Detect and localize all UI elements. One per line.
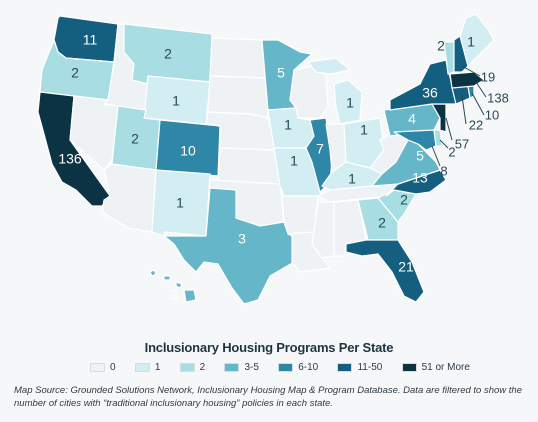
legend-item: 1: [134, 362, 161, 373]
label-WY: 1: [172, 93, 180, 109]
state-NH: [453, 35, 469, 73]
label-OR: 2: [71, 65, 79, 81]
legend-label: 0: [110, 362, 116, 373]
state-MI-up: [307, 57, 351, 75]
label-FL: 21: [398, 259, 414, 275]
label-ME: 1: [467, 34, 475, 50]
label-VT: 2: [437, 38, 445, 54]
label-NH: 19: [481, 69, 495, 84]
legend-swatch: [337, 363, 353, 372]
label-MT: 2: [164, 46, 172, 62]
label-UT: 2: [131, 131, 139, 147]
state-ME: [459, 13, 495, 67]
state-HI: [149, 269, 197, 303]
legend-item: 11-50: [337, 362, 382, 373]
map-source-note: Map Source: Grounded Solutions Network, …: [14, 385, 522, 409]
legend-swatch: [134, 363, 150, 372]
label-CO: 10: [180, 143, 196, 159]
label-MN: 5: [277, 65, 285, 81]
label-TX: 3: [238, 231, 246, 247]
label-NY: 36: [422, 85, 438, 101]
label-WA: 11: [83, 32, 98, 48]
leader-MD: [431, 145, 441, 167]
label-SC: 2: [400, 192, 408, 208]
label-KY: 1: [348, 171, 356, 187]
state-ND: [209, 37, 267, 79]
label-RI: 10: [485, 107, 499, 122]
state-MI: [333, 79, 363, 125]
legend-item: 6-10: [278, 362, 318, 373]
state-FL: [345, 239, 425, 303]
state-DE: [433, 129, 443, 147]
legend-label: 6-10: [298, 362, 319, 373]
legend-label: 2: [199, 362, 206, 373]
us-map: 11 2 136 2 1 2 10 1 3 5 1 1 7 1 1 1 4 36…: [37, 13, 509, 305]
leader-MA: [475, 81, 487, 98]
label-IL: 7: [316, 141, 324, 157]
legend-swatch: [179, 363, 195, 372]
label-CA: 136: [58, 151, 82, 167]
state-VA: [371, 139, 441, 187]
state-NM: [151, 169, 211, 237]
label-MO: 1: [290, 153, 298, 169]
state-GA: [357, 197, 399, 241]
label-MD: 8: [440, 163, 447, 178]
label-NM: 1: [176, 195, 184, 211]
legend-swatch: [90, 363, 105, 372]
legend-item: 3-5: [224, 362, 259, 373]
state-TX: [163, 187, 295, 305]
legend-swatch: [224, 363, 240, 372]
label-CT: 22: [469, 117, 483, 132]
legend-label: 11-50: [357, 362, 383, 373]
state-SD: [207, 75, 269, 119]
label-DE: 2: [448, 144, 455, 159]
legend-label: 51 or More: [421, 362, 470, 373]
label-GA: 2: [378, 215, 386, 231]
label-OH: 1: [360, 122, 368, 138]
legend-swatch: [401, 363, 417, 372]
label-NJ: 57: [455, 136, 469, 151]
state-AZ: [101, 163, 157, 233]
label-VA: 5: [416, 148, 424, 164]
state-KS: [217, 147, 281, 187]
leader-RI: [471, 92, 485, 116]
legend-title: Inclusionary Housing Programs Per State: [144, 340, 394, 355]
legend: 0 1 2 3-5 6-10 11-50 51 or More: [90, 362, 470, 373]
leader-DE: [439, 139, 449, 149]
label-NC: 13: [412, 170, 428, 186]
label-PA: 4: [408, 111, 416, 127]
state-AR: [281, 195, 319, 235]
leader-NH: [461, 65, 481, 77]
legend-label: 3-5: [244, 362, 259, 373]
label-MA: 138: [487, 90, 509, 105]
legend-item: 0: [90, 362, 116, 373]
leader-NJ: [445, 117, 453, 141]
legend-swatch: [278, 363, 294, 372]
state-MA: [449, 71, 485, 89]
label-HI: 3: [170, 287, 178, 303]
legend-item: 2: [179, 362, 206, 373]
legend-label: 1: [154, 362, 161, 373]
leader-CT: [461, 95, 467, 125]
legend-item: 51 or More: [401, 362, 470, 373]
label-MI: 1: [346, 95, 354, 111]
label-IA: 1: [284, 117, 292, 133]
